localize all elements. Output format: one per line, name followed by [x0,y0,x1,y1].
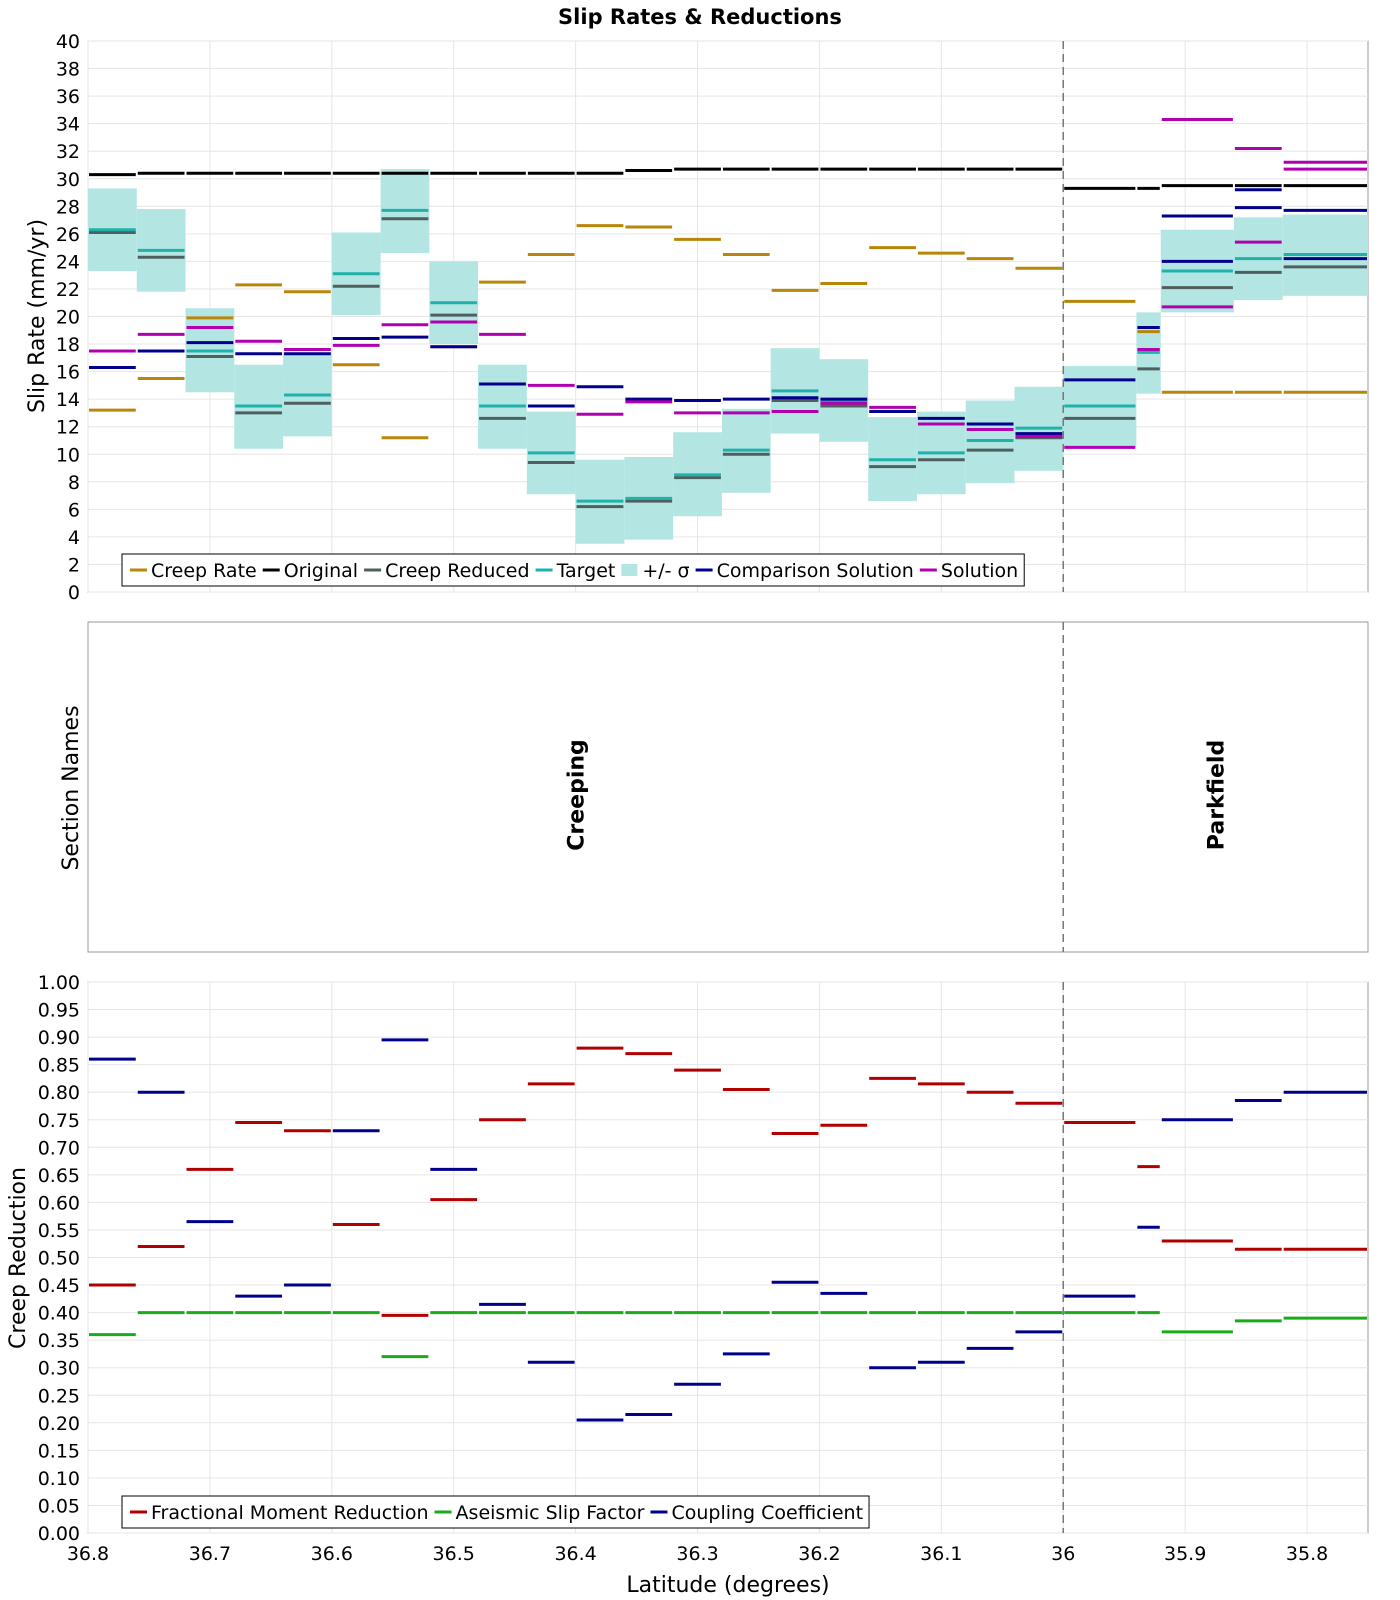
slip-gridlines [87,40,1368,593]
reduction-y-tick-label: 0.90 [38,1027,80,1049]
slip-y-tick-label: 32 [56,141,80,163]
slip-y-tick-label: 16 [56,362,80,384]
section-label: Creeping [565,739,590,851]
chart-title: Slip Rates & Reductions [558,5,842,29]
slip-y-tick-label: 18 [56,334,80,356]
reduction-y-tick-label: 0.15 [38,1440,80,1462]
x-tick-label: 36.4 [554,1543,596,1565]
slip-legend-label: +/- σ [642,560,689,582]
slip-y-tick-label: 4 [68,527,80,549]
reduction-series [89,1038,1367,1422]
reduction-y-tick-label: 0.85 [38,1055,80,1077]
x-tick-label: 36.2 [798,1543,840,1565]
slip-legend-label: Original [284,560,358,582]
slip-y-tick-label: 6 [68,499,80,521]
slip-legend-label: Creep Rate [151,560,257,582]
reduction-y-tick-label: 0.05 [38,1495,80,1517]
reduction-y-tick-label: 0.60 [38,1192,80,1214]
x-tick-label: 36.6 [311,1543,353,1565]
slip-y-tick-label: 22 [56,279,80,301]
reduction-legend-label: Fractional Moment Reduction [151,1502,429,1524]
slip-y-tick-label: 40 [56,31,80,53]
slip-y-axis-label: Slip Rate (mm/yr) [25,219,50,413]
reduction-y-tick-label: 0.65 [38,1165,80,1187]
reduction-y-tick-label: 0.55 [38,1220,80,1242]
slip-legend-label: Target [556,560,616,582]
slip-y-tick-label: 38 [56,59,80,81]
creep-reduction-panel: 0.00 0.05 0.10 0.15 0.20 0.25 0.30 0.35 0.40 0.45… [6,972,1369,1545]
reduction-y-tick-label: 0.70 [38,1137,80,1159]
reduction-legend: Fractional Moment Reduction Aseismic Slip… [121,1495,870,1529]
reduction-y-tick-label: 0.40 [38,1303,80,1325]
slip-y-tick-label: 20 [56,307,80,329]
slip-y-tick-label: 14 [56,389,80,411]
slip-y-tick-label: 24 [56,251,80,273]
x-tick-label: 36.7 [189,1543,231,1565]
slip-legend-label: Creep Reduced [385,560,529,582]
reduction-legend-label: Coupling Coefficient [671,1502,863,1524]
x-tick-label: 36.3 [676,1543,718,1565]
reduction-y-tick-label: 0.00 [38,1523,80,1545]
section-labels: Creeping Parkfield [565,739,1230,851]
reduction-y-tick-label: 0.30 [38,1358,80,1380]
x-axis-label: Latitude (degrees) [626,1573,829,1598]
slip-y-tick-label: 0 [68,582,80,604]
x-tick-label: 36.8 [67,1543,109,1565]
reduction-y-tick-label: 0.35 [38,1330,80,1352]
reduction-y-tick-label: 0.80 [38,1082,80,1104]
sections-panel-frame [87,621,1369,953]
reduction-gridlines [87,981,1368,1534]
reduction-y-tick-label: 0.45 [38,1275,80,1297]
x-tick-label: 36 [1051,1543,1075,1565]
reduction-legend-label: Aseismic Slip Factor [456,1502,645,1524]
x-tick-label: 36.5 [433,1543,475,1565]
slip-legend-label: Solution [941,560,1018,582]
slip-y-tick-label: 34 [56,114,80,136]
reduction-y-tick-label: 0.75 [38,1110,80,1132]
x-tick-label: 36.1 [920,1543,962,1565]
slip-legend-swatch [621,564,638,576]
reduction-y-tick-label: 0.25 [38,1385,80,1407]
slip-y-tick-label: 12 [56,417,80,439]
reduction-y-tick-label: 1.00 [38,972,80,994]
reduction-y-tick-label: 0.50 [38,1248,80,1270]
slip-series [89,118,1367,509]
x-tick-label: 35.9 [1164,1543,1206,1565]
reduction-legend-box [121,1495,870,1529]
reduction-y-axis-label: Creep Reduction [6,1167,31,1349]
slip-y-tick-label: 28 [56,196,80,218]
slip-legend: Creep Rate Original Creep Reduced Target +/-… [121,553,1025,587]
slip-y-tick-label: 30 [56,169,80,191]
reduction-y-tick-label: 0.10 [38,1468,80,1490]
slip-y-tick-label: 2 [68,554,80,576]
section-label: Parkfield [1205,740,1230,850]
slip-y-tick-label: 8 [68,472,80,494]
reduction-y-tick-label: 0.20 [38,1413,80,1435]
slip-y-tick-label: 10 [56,444,80,466]
x-axis-ticks: 36.8 36.7 36.6 36.5 36.4 36.3 36.2 36.1 36 35.9 35… [67,1543,1328,1565]
reduction-y-ticks: 0.00 0.05 0.10 0.15 0.20 0.25 0.30 0.35 0.40 0.45… [38,972,80,1545]
sections-y-axis-label: Section Names [59,705,84,870]
slip-y-tick-label: 26 [56,224,80,246]
slip-y-tick-label: 36 [56,86,80,108]
slip-legend-label: Comparison Solution [717,560,914,582]
reduction-y-tick-label: 0.95 [38,1000,80,1022]
section-names-panel: Section Names Creeping Parkfield [59,621,1369,953]
x-tick-label: 35.8 [1286,1543,1328,1565]
